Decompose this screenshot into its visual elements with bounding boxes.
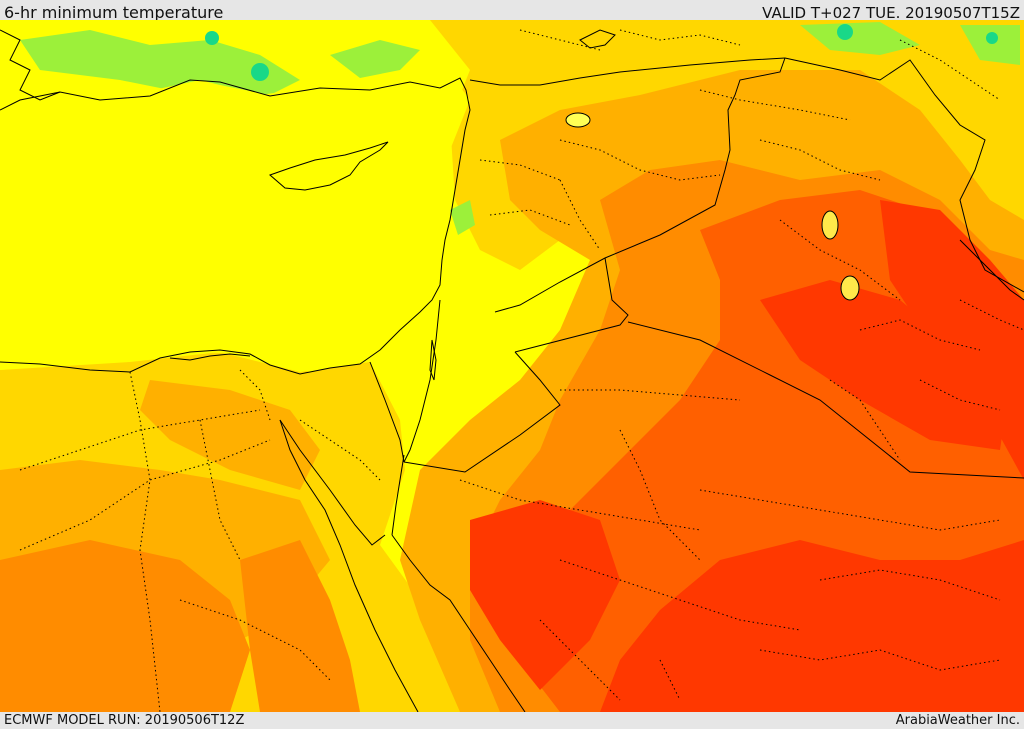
coastline-caspian-gulf xyxy=(959,239,1024,301)
border-iraq-iran xyxy=(784,57,1024,293)
temp-spot-teal-3 xyxy=(837,24,853,40)
map-title: 6-hr minimum temperature xyxy=(4,3,224,22)
border-egypt-israel xyxy=(369,361,405,463)
mediterranean-sea xyxy=(0,80,470,372)
coastline-redsea-west xyxy=(279,419,419,712)
temp-band-orange-africa xyxy=(0,540,250,712)
dead-sea-outline xyxy=(429,339,437,381)
coastline-nile-delta xyxy=(169,353,251,361)
temp-band-red-iraq xyxy=(760,280,1010,450)
credit-label: ArabiaWeather Inc. xyxy=(895,713,1020,728)
coastline-aegean xyxy=(0,29,61,101)
header-bar: 6-hr minimum temperature VALID T+027 TUE… xyxy=(0,0,1024,22)
temp-spot-teal-2 xyxy=(205,31,219,45)
cyprus-outline xyxy=(269,141,389,191)
border-syria-iraq xyxy=(494,57,786,313)
border-jordan-west xyxy=(403,299,441,463)
border-syria-turkey xyxy=(469,57,786,86)
lake-tharthar xyxy=(821,210,839,240)
coastline-mediterranean xyxy=(0,77,471,375)
temperature-map[interactable] xyxy=(0,20,1024,712)
temp-spot-teal-1 xyxy=(251,63,269,81)
temp-band-green xyxy=(20,30,300,95)
temp-band-green-ne2 xyxy=(960,25,1020,65)
lake-assad xyxy=(565,112,591,128)
temp-band-orange-redsea xyxy=(240,540,360,712)
temp-band-green-ne xyxy=(800,22,920,55)
coastline-black-sea xyxy=(579,29,616,49)
coastline-gulf-suez xyxy=(279,419,386,546)
lake-razazza xyxy=(840,275,860,301)
coastline-gulf-aqaba xyxy=(391,454,405,536)
valid-time: VALID T+027 TUE. 20190507T15Z xyxy=(762,4,1020,22)
temp-spot-teal-4 xyxy=(986,32,998,44)
border-iraq-saudi xyxy=(627,321,1024,479)
border-jordan-saudi xyxy=(403,351,561,473)
map-canvas xyxy=(0,20,1024,712)
temp-band-red-arabia xyxy=(470,500,620,690)
border-jordan-iraq xyxy=(514,257,629,353)
coastline-redsea-east xyxy=(391,534,526,712)
footer-bar: ECMWF MODEL RUN: 20190506T12Z ArabiaWeat… xyxy=(0,712,1024,729)
temp-band-red-south xyxy=(600,540,1024,712)
model-run-label: ECMWF MODEL RUN: 20190506T12Z xyxy=(4,713,245,728)
temp-band-orange-light-egypt xyxy=(140,380,320,490)
temp-band-green-levant xyxy=(450,200,475,235)
admin-borders xyxy=(19,29,1024,712)
temp-band-green-2 xyxy=(330,40,420,78)
